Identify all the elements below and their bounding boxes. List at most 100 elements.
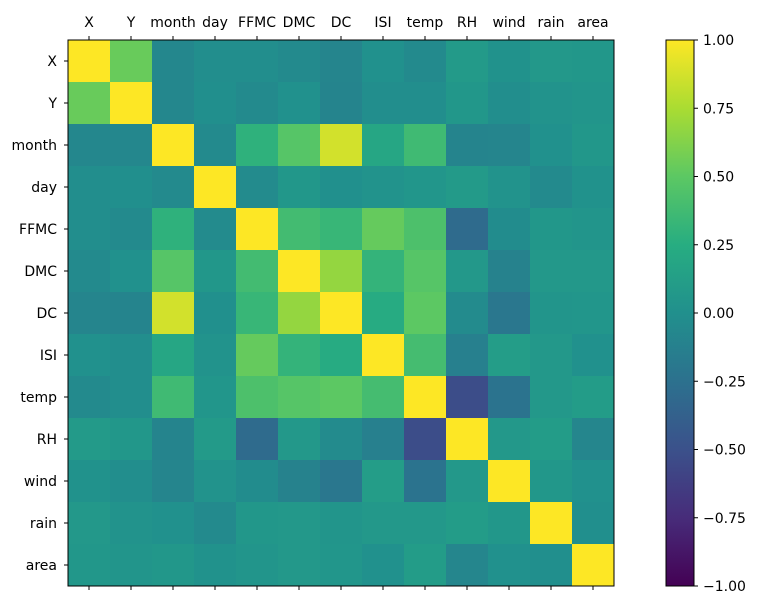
heatmap-cell-month-day xyxy=(194,124,237,167)
heatmap-cell-temp-month xyxy=(152,376,195,419)
heatmap-cell-wind-Y xyxy=(110,460,153,503)
y-tick-label-FFMC: FFMC xyxy=(19,222,57,238)
colorbar-tick-label-7: −0.75 xyxy=(703,511,746,527)
heatmap-cell-DMC-ISI xyxy=(362,250,405,293)
colorbar-tick-label-3: 0.25 xyxy=(703,238,734,254)
heatmap-cell-RH-RH xyxy=(446,418,489,461)
heatmap-cell-area-FFMC xyxy=(236,544,279,587)
heatmap-cell-ISI-wind xyxy=(488,334,531,377)
heatmap-cell-ISI-ISI xyxy=(362,334,405,377)
heatmap-cell-RH-FFMC xyxy=(236,418,279,461)
heatmap-cell-ISI-X xyxy=(68,334,111,377)
heatmap-cell-RH-day xyxy=(194,418,237,461)
heatmap-cell-day-area xyxy=(572,166,615,209)
heatmap-cell-temp-area xyxy=(572,376,615,419)
x-tick-label-X: X xyxy=(84,15,94,31)
heatmap-cell-DC-FFMC xyxy=(236,292,279,335)
heatmap-cell-day-day xyxy=(194,166,237,209)
heatmap-cell-RH-Y xyxy=(110,418,153,461)
heatmap-cell-DC-area xyxy=(572,292,615,335)
heatmap-cell-DMC-RH xyxy=(446,250,489,293)
heatmap-cell-temp-FFMC xyxy=(236,376,279,419)
heatmap-cell-day-month xyxy=(152,166,195,209)
x-tick-label-wind: wind xyxy=(492,15,525,31)
heatmap-cell-X-Y xyxy=(110,40,153,83)
heatmap-cell-X-month xyxy=(152,40,195,83)
heatmap-cell-ISI-day xyxy=(194,334,237,377)
colorbar-tick-label-1: 0.75 xyxy=(703,101,734,117)
heatmap-cell-DC-DC xyxy=(320,292,363,335)
x-tick-label-rain: rain xyxy=(537,15,564,31)
heatmap-cell-temp-RH xyxy=(446,376,489,419)
heatmap-cell-FFMC-FFMC xyxy=(236,208,279,251)
heatmap-cell-area-temp xyxy=(404,544,447,587)
heatmap-cell-DMC-wind xyxy=(488,250,531,293)
heatmap-cell-area-DMC xyxy=(278,544,321,587)
heatmap-cell-wind-DC xyxy=(320,460,363,503)
heatmap-cell-DC-RH xyxy=(446,292,489,335)
heatmap-cell-DC-ISI xyxy=(362,292,405,335)
colorbar-tick-label-0: 1.00 xyxy=(703,33,734,49)
heatmap-cell-area-wind xyxy=(488,544,531,587)
heatmap-cell-wind-ISI xyxy=(362,460,405,503)
heatmap-cell-rain-DC xyxy=(320,502,363,545)
heatmap-cell-DMC-FFMC xyxy=(236,250,279,293)
heatmap-cell-Y-X xyxy=(68,82,111,125)
heatmap-cell-wind-X xyxy=(68,460,111,503)
heatmap-cell-X-DC xyxy=(320,40,363,83)
heatmap-cell-DC-wind xyxy=(488,292,531,335)
x-tick-label-day: day xyxy=(202,15,228,31)
heatmap-cell-RH-DC xyxy=(320,418,363,461)
heatmap-cell-day-FFMC xyxy=(236,166,279,209)
heatmap-cell-RH-area xyxy=(572,418,615,461)
heatmap-cell-area-rain xyxy=(530,544,573,587)
heatmap-cell-DMC-X xyxy=(68,250,111,293)
heatmap-cell-RH-wind xyxy=(488,418,531,461)
heatmap-cell-DC-month xyxy=(152,292,195,335)
heatmap-cell-temp-temp xyxy=(404,376,447,419)
x-tick-label-RH: RH xyxy=(457,15,477,31)
heatmap-cell-day-temp xyxy=(404,166,447,209)
heatmap-cell-temp-Y xyxy=(110,376,153,419)
heatmap-cell-DC-day xyxy=(194,292,237,335)
heatmap-cell-month-rain xyxy=(530,124,573,167)
heatmap-cell-rain-FFMC xyxy=(236,502,279,545)
heatmap-cell-rain-X xyxy=(68,502,111,545)
heatmap-cell-ISI-temp xyxy=(404,334,447,377)
x-tick-label-temp: temp xyxy=(407,15,444,31)
heatmap-cell-month-FFMC xyxy=(236,124,279,167)
heatmap-cell-Y-DMC xyxy=(278,82,321,125)
colorbar-ticks: 1.00 0.75 0.50 0.25 0.00 −0.25 −0.50 −0.75 −1.00 xyxy=(694,33,746,595)
heatmap-cell-month-RH xyxy=(446,124,489,167)
heatmap-cell-X-DMC xyxy=(278,40,321,83)
heatmap-cell-Y-temp xyxy=(404,82,447,125)
heatmap-cell-day-X xyxy=(68,166,111,209)
heatmap-cell-temp-wind xyxy=(488,376,531,419)
y-tick-label-X: X xyxy=(47,54,57,70)
heatmap-cell-DMC-DMC xyxy=(278,250,321,293)
heatmap-cell-rain-day xyxy=(194,502,237,545)
y-tick-label-temp: temp xyxy=(20,390,57,406)
heatmap-cell-Y-FFMC xyxy=(236,82,279,125)
heatmap-cell-area-area xyxy=(572,544,615,587)
heatmap-cell-day-ISI xyxy=(362,166,405,209)
heatmap-cell-area-day xyxy=(194,544,237,587)
heatmap-cell-area-ISI xyxy=(362,544,405,587)
heatmap-cell-month-ISI xyxy=(362,124,405,167)
heatmap-cell-ISI-rain xyxy=(530,334,573,377)
heatmap-cell-FFMC-area xyxy=(572,208,615,251)
heatmap-cell-month-X xyxy=(68,124,111,167)
heatmap-cell-month-DMC xyxy=(278,124,321,167)
heatmap-cell-wind-temp xyxy=(404,460,447,503)
heatmap-cell-wind-DMC xyxy=(278,460,321,503)
y-tick-label-DC: DC xyxy=(36,306,57,322)
x-tick-label-DMC: DMC xyxy=(283,15,316,31)
heatmap-cell-DC-X xyxy=(68,292,111,335)
heatmap-cell-wind-wind xyxy=(488,460,531,503)
heatmap-cell-area-DC xyxy=(320,544,363,587)
heatmap-cell-temp-rain xyxy=(530,376,573,419)
heatmap-cell-DMC-DC xyxy=(320,250,363,293)
heatmap-cell-X-rain xyxy=(530,40,573,83)
heatmap-cell-Y-rain xyxy=(530,82,573,125)
